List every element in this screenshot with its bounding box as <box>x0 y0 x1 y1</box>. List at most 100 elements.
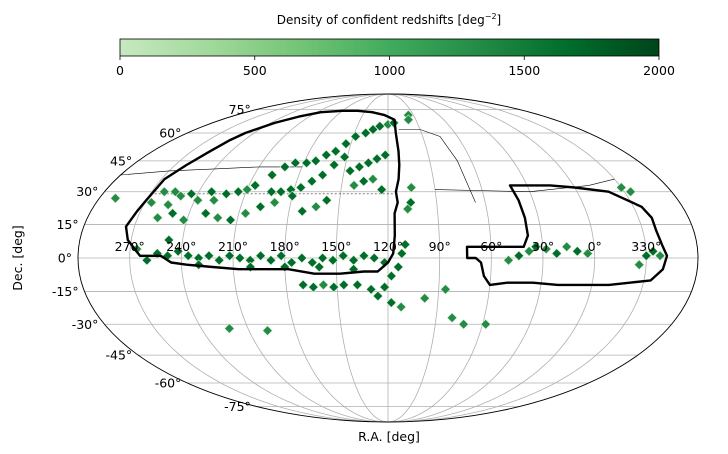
density-point <box>297 279 309 291</box>
density-point <box>446 312 458 324</box>
ra-tick-label: 180° <box>270 239 300 254</box>
density-point <box>582 248 593 259</box>
density-point <box>131 243 143 255</box>
density-point <box>224 250 235 262</box>
density-point <box>163 234 175 246</box>
density-point <box>265 254 277 266</box>
density-point <box>328 281 340 293</box>
dec-tick-label: -15° <box>52 284 79 299</box>
sgc-footprint-outline <box>465 184 669 287</box>
dec-tick-label: -60° <box>155 376 182 391</box>
colorbar-label: Density of confident redshifts [deg−2] <box>277 12 501 27</box>
density-point <box>240 208 251 219</box>
density-point <box>419 292 430 304</box>
density-point <box>290 157 301 169</box>
density-point <box>337 250 349 262</box>
dec-tick-label: 60° <box>159 126 181 141</box>
ra-tick-label: 30° <box>532 239 554 254</box>
density-point <box>379 281 390 293</box>
mollweide-map: 270° 240° 210° 180° 150° 120° 90° 60° 30° 0° 330° … <box>52 93 699 423</box>
density-point <box>233 186 244 197</box>
density-point <box>393 261 404 273</box>
density-point <box>406 182 417 193</box>
density-point <box>572 246 583 257</box>
density-point <box>633 259 645 270</box>
density-point <box>363 157 374 169</box>
density-point <box>360 127 371 139</box>
density-point <box>224 323 235 334</box>
density-point <box>358 175 369 187</box>
density-point <box>530 241 542 253</box>
density-point <box>221 188 232 200</box>
density-point <box>374 120 386 132</box>
density-point <box>328 159 340 171</box>
density-point <box>330 145 341 157</box>
density-point <box>352 279 363 291</box>
ra-tick-label: 150° <box>321 239 351 254</box>
ra-tick-label: 0° <box>588 239 602 254</box>
density-point <box>386 270 397 282</box>
density-point <box>310 155 322 167</box>
dec-tick-label: 30° <box>76 184 98 199</box>
density-point <box>367 173 379 185</box>
density-point <box>348 180 360 191</box>
density-point <box>317 252 328 264</box>
ngc-footprint-outline <box>124 109 401 275</box>
density-point <box>647 246 659 257</box>
density-point <box>186 188 197 200</box>
density-point <box>306 175 318 187</box>
density-point <box>249 180 261 191</box>
density-point <box>307 257 318 268</box>
map-border <box>77 93 699 423</box>
density-point <box>212 212 223 224</box>
density-point <box>458 319 469 330</box>
colorbar: Density of confident redshifts [deg−2] 0… <box>116 12 675 78</box>
density-point <box>266 186 277 197</box>
density-point <box>192 195 204 206</box>
density-point <box>321 195 332 206</box>
density-point <box>262 325 273 336</box>
density-point <box>234 252 246 264</box>
dec-tick-label: -30° <box>72 317 99 332</box>
density-point <box>348 254 359 266</box>
density-point <box>616 182 627 193</box>
ra-tick-label: 120° <box>373 239 403 254</box>
density-point <box>399 239 411 250</box>
x-axis-label: R.A. [deg] <box>358 429 420 444</box>
density-point <box>540 243 552 255</box>
density-point <box>175 190 186 202</box>
density-point <box>200 208 211 219</box>
dec-tick-label: -45° <box>106 348 133 363</box>
colorbar-tick-label: 2000 <box>643 63 675 78</box>
density-point <box>338 279 350 291</box>
density-point <box>480 319 491 330</box>
density-point <box>225 214 236 226</box>
colorbar-tick-label: 500 <box>243 63 267 78</box>
galactic-boundary <box>398 129 476 203</box>
density-point <box>193 252 204 264</box>
density-point <box>371 153 383 165</box>
density-point <box>286 257 297 268</box>
survey-boundary <box>120 166 615 193</box>
density-point <box>551 248 562 259</box>
density-point <box>386 297 397 308</box>
density-point <box>317 169 328 181</box>
density-point <box>396 248 408 259</box>
density-point <box>244 254 256 266</box>
density-point <box>275 250 287 262</box>
density-point <box>321 149 332 161</box>
colorbar-tick-label: 1500 <box>508 63 540 78</box>
dec-tick-label: -75° <box>224 399 251 414</box>
density-point <box>340 138 352 149</box>
density-point <box>313 261 325 273</box>
density-point <box>287 190 298 202</box>
ra-tick-label: 270° <box>115 239 145 254</box>
density-point <box>295 182 307 193</box>
density-point <box>368 252 380 264</box>
density-point <box>279 161 291 173</box>
dec-tick-label: 75° <box>229 102 251 117</box>
density-point <box>344 165 356 177</box>
density-point <box>167 208 178 219</box>
density-point <box>162 199 174 210</box>
